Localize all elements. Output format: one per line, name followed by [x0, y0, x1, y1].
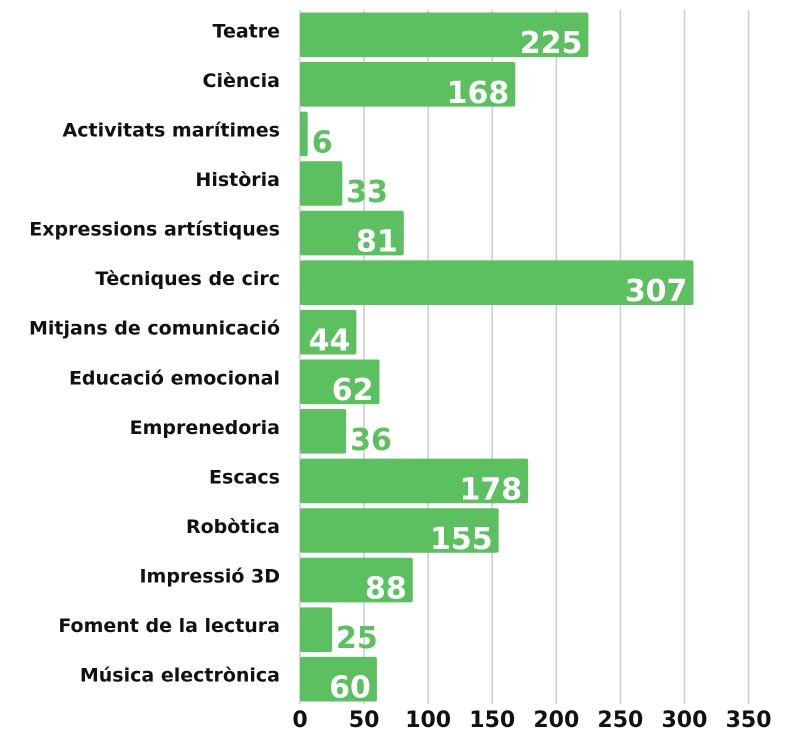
x-tick-label: 100: [405, 708, 451, 733]
bar: [300, 309, 357, 355]
y-tick-label: Robòtica: [186, 516, 280, 538]
bar: [300, 359, 380, 405]
y-tick-label: Expressions artístiques: [29, 219, 280, 241]
bar: [300, 607, 333, 652]
y-tick-label: Història: [195, 169, 280, 191]
y-tick-label: Impressió 3D: [139, 566, 280, 588]
bar: [300, 458, 529, 504]
value-label: 33: [346, 175, 388, 210]
bar: [300, 557, 413, 603]
bar: [300, 111, 308, 157]
x-tick-label: 0: [292, 708, 307, 733]
y-tick-label: Mitjans de comunicació: [29, 318, 280, 340]
x-tick-label: 150: [469, 708, 515, 733]
bar: [300, 409, 347, 454]
value-label: 307: [625, 274, 688, 309]
value-label: 155: [430, 522, 493, 557]
y-tick-label: Foment de la lectura: [58, 615, 280, 637]
x-tick-label: 300: [662, 708, 708, 733]
y-tick-label: Ciència: [203, 70, 280, 92]
x-tick-label: 250: [597, 708, 643, 733]
bar: [300, 508, 499, 553]
bar: [300, 210, 404, 256]
value-label: 81: [356, 224, 398, 259]
value-label: 178: [459, 472, 522, 507]
x-tick-label: 350: [726, 708, 772, 733]
value-label: 168: [447, 76, 510, 111]
bar: [300, 656, 377, 702]
bar: [300, 62, 516, 107]
x-tick-label: 200: [533, 708, 579, 733]
value-label: 60: [329, 671, 371, 706]
value-label: 44: [309, 324, 351, 359]
bar: [300, 12, 589, 58]
value-label: 25: [336, 621, 378, 656]
value-label: 62: [332, 373, 374, 408]
y-tick-label: Escacs: [209, 466, 280, 488]
bar: [300, 260, 694, 305]
bar: [300, 161, 343, 206]
y-tick-label: Teatre: [213, 20, 280, 42]
y-tick-label: Activitats marítimes: [63, 119, 280, 141]
value-label: 225: [520, 26, 583, 61]
value-label: 6: [312, 125, 333, 160]
value-label: 88: [365, 571, 407, 606]
x-tick-label: 50: [349, 708, 380, 733]
value-label: 36: [350, 423, 392, 458]
y-tick-label: Emprenedoria: [130, 417, 280, 439]
y-tick-label: Música electrònica: [80, 665, 280, 687]
y-tick-label: Educació emocional: [69, 367, 280, 389]
y-tick-label: Tècniques de circ: [95, 268, 280, 290]
